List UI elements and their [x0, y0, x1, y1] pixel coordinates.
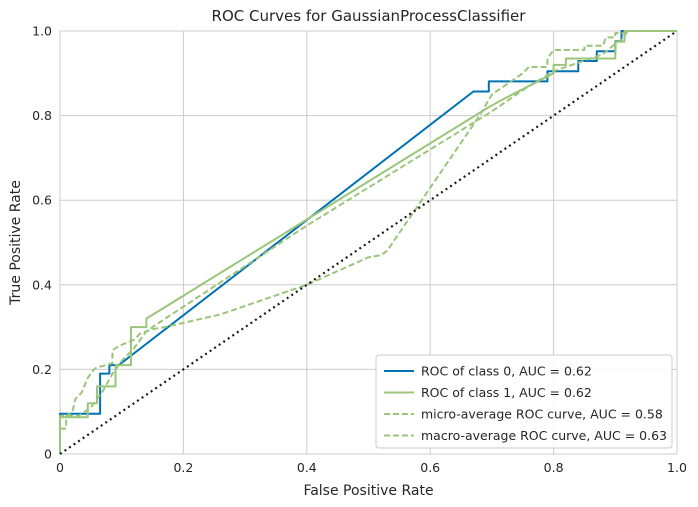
x-tick-label: 0.8 — [544, 460, 564, 475]
y-tick-label: 0.6 — [32, 193, 52, 208]
series-line-4 — [59, 30, 678, 455]
legend-box — [375, 354, 673, 449]
x-tick-label: 1.0 — [667, 460, 687, 475]
y-tick-label: 0.2 — [32, 362, 52, 377]
chart-title: ROC Curves for GaussianProcessClassifier — [212, 7, 527, 25]
x-tick-label: 0 — [56, 460, 64, 475]
axis-ticks: 0 0.2 0.4 0.6 0.8 1.0 0 0.2 0.4 0.6 0.8 1.0 — [32, 24, 687, 476]
x-tick-label: 0.6 — [420, 460, 440, 475]
legend-entry-0: ROC of class 0, AUC = 0.62 — [421, 364, 592, 379]
y-tick-label: 1.0 — [32, 24, 52, 39]
y-tick-label: 0 — [44, 447, 52, 462]
y-axis-label: True Positive Rate — [8, 180, 24, 306]
x-tick-label: 0.4 — [297, 460, 317, 475]
series-lines — [59, 30, 678, 455]
y-tick-label: 0.8 — [32, 108, 52, 123]
series-line-2 — [60, 30, 677, 430]
legend-entry-3: macro-average ROC curve, AUC = 0.63 — [421, 428, 667, 443]
legend: ROC of class 0, AUC = 0.62 ROC of class 1… — [375, 354, 673, 449]
grid — [60, 31, 677, 454]
legend-entry-1: ROC of class 1, AUC = 0.62 — [421, 385, 592, 400]
series-line-3 — [59, 30, 677, 454]
legend-entry-2: micro-average ROC curve, AUC = 0.58 — [421, 407, 663, 422]
x-axis-label: False Positive Rate — [303, 483, 433, 499]
x-tick-label: 0.2 — [173, 460, 193, 475]
y-tick-label: 0.4 — [32, 277, 52, 292]
